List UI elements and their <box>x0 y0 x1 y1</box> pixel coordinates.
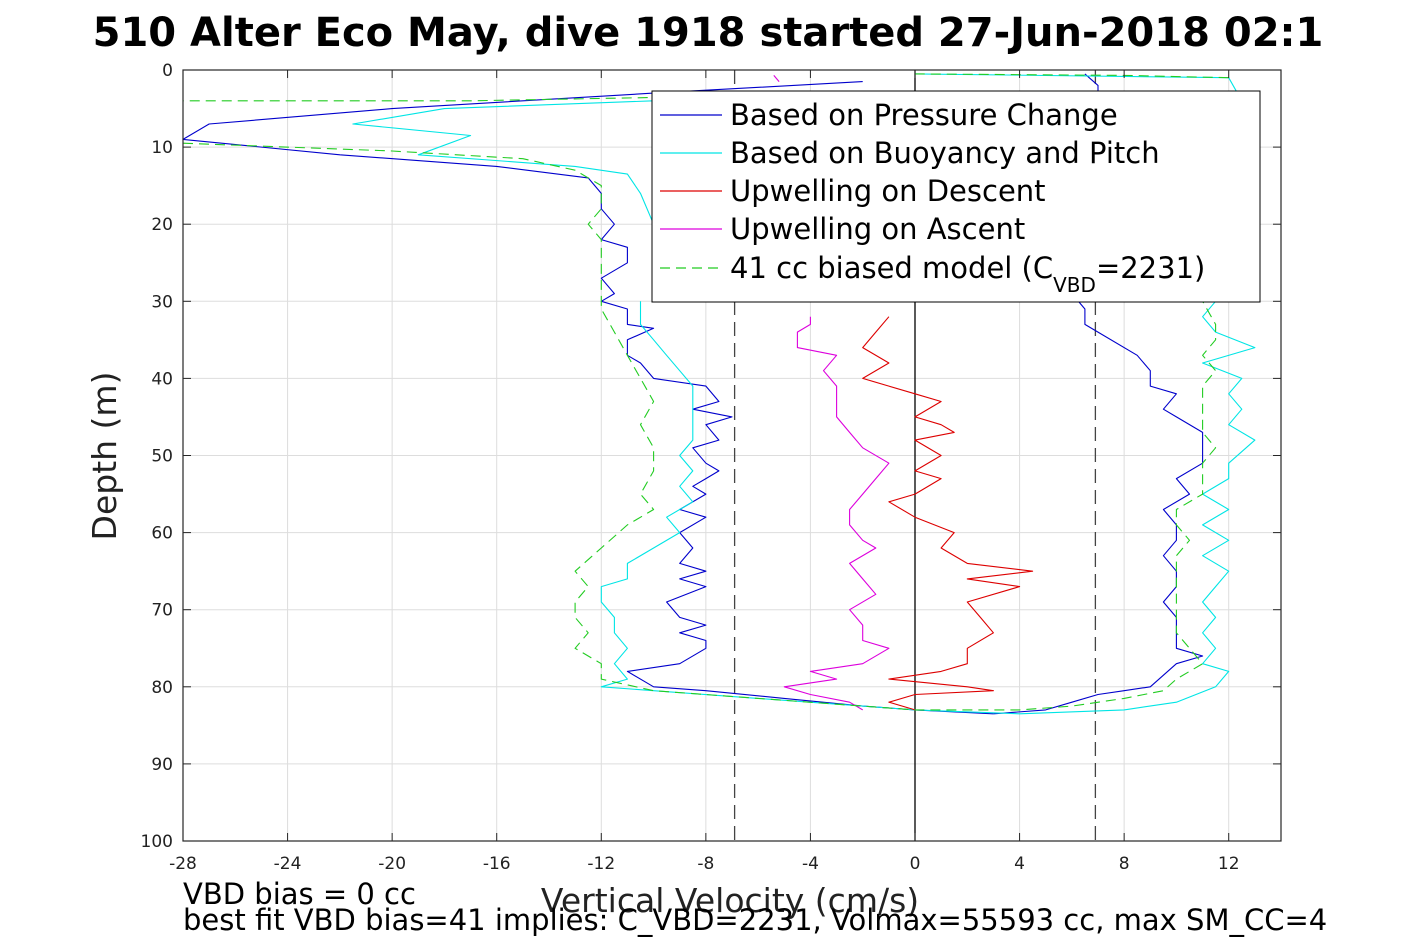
y-tick-label: 100 <box>141 832 173 852</box>
y-tick-label: 70 <box>151 601 173 621</box>
chart-title: 510 Alter Eco May, dive 1918 started 27-… <box>93 10 1324 56</box>
y-tick-label: 60 <box>151 524 173 544</box>
footer-vbd-bias: VBD bias = 0 cc <box>183 877 416 911</box>
x-tick-label: 0 <box>910 854 921 874</box>
series-line <box>182 142 1217 711</box>
x-tick-label: -4 <box>802 854 819 874</box>
y-tick-label: 50 <box>151 447 173 467</box>
x-tick-label: 4 <box>1014 854 1025 874</box>
y-tick-label: 10 <box>151 138 173 158</box>
series-line <box>182 81 994 715</box>
series-line <box>783 316 890 711</box>
x-axis-label: Vertical Velocity (cm/s) <box>541 881 919 920</box>
x-tick-label: 8 <box>1119 854 1130 874</box>
series-line <box>862 316 1034 711</box>
legend: Based on Pressure Change Based on Buoyanc… <box>651 90 1261 303</box>
y-tick-label: 80 <box>151 678 173 698</box>
series-line <box>600 300 1256 715</box>
y-axis-label: Depth (m) <box>85 372 124 541</box>
y-tick-label: 30 <box>151 292 173 312</box>
series-line <box>183 96 680 102</box>
x-tick-label: -12 <box>587 854 615 874</box>
y-tick-label: 20 <box>151 215 173 235</box>
footer-best-fit: best fit VBD bias=41 implies: C_VBD=2231… <box>183 903 1327 937</box>
series-line <box>352 92 889 225</box>
series-3 <box>773 75 890 711</box>
y-tick-label: 0 <box>162 61 173 81</box>
x-tick-label: 12 <box>1218 854 1240 874</box>
x-tick-label: -28 <box>169 854 197 874</box>
legend-label: Upwelling on Descent <box>730 174 1046 208</box>
legend-label: Based on Pressure Change <box>730 98 1118 132</box>
legend-box <box>651 90 1261 303</box>
series-line <box>993 262 1204 715</box>
legend-label: 41 cc biased model (CVBD=2231) <box>730 251 1205 297</box>
x-tick-label: -24 <box>274 854 302 874</box>
x-tick-label: -20 <box>378 854 406 874</box>
legend-label: Based on Buoyancy and Pitch <box>730 136 1160 170</box>
x-tick-label: -16 <box>483 854 511 874</box>
axis-ticks: -28 -24 -20 -16 -12 -8 -4 0 4 8 12 0 10 20 30 40 50 60 70 8… <box>141 61 1281 874</box>
x-tick-label: -8 <box>697 854 714 874</box>
legend-label: Upwelling on Ascent <box>730 212 1025 246</box>
y-tick-label: 90 <box>151 755 173 775</box>
y-tick-label: 40 <box>151 369 173 389</box>
series-line <box>773 75 780 82</box>
